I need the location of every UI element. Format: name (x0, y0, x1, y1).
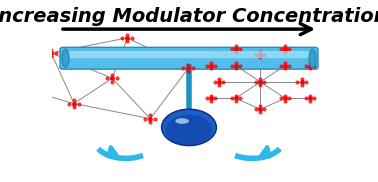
Circle shape (166, 115, 212, 146)
FancyBboxPatch shape (67, 51, 311, 58)
Text: Increasing Modulator Concentration: Increasing Modulator Concentration (0, 7, 378, 26)
Circle shape (161, 109, 217, 146)
Ellipse shape (175, 118, 189, 124)
Ellipse shape (62, 49, 69, 67)
FancyBboxPatch shape (60, 47, 318, 69)
Ellipse shape (309, 49, 316, 67)
